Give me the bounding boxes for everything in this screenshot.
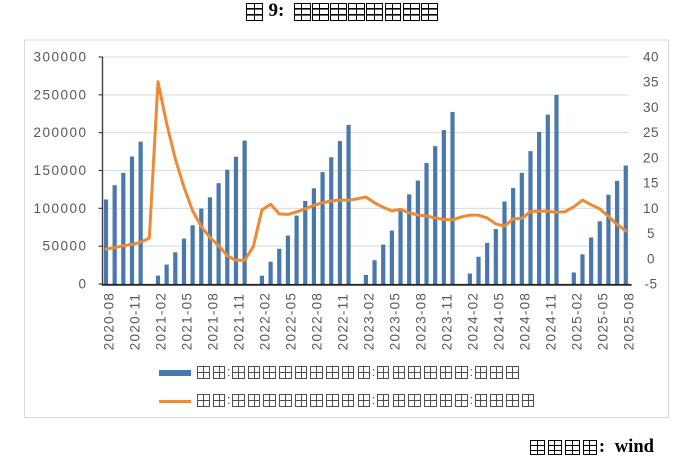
svg-text:2022-02: 2022-02	[257, 292, 272, 350]
svg-text:2022-05: 2022-05	[283, 292, 298, 350]
svg-text:2023-11: 2023-11	[439, 293, 454, 350]
svg-text:0: 0	[78, 277, 87, 292]
svg-text:2024-05: 2024-05	[491, 292, 506, 350]
svg-text:2024-08: 2024-08	[517, 292, 532, 350]
svg-text:10: 10	[643, 201, 659, 216]
svg-text:2022-08: 2022-08	[309, 292, 324, 350]
svg-text:300000: 300000	[33, 50, 87, 65]
svg-text:2021-11: 2021-11	[231, 293, 246, 350]
svg-text:15: 15	[643, 176, 659, 191]
svg-text:2022-11: 2022-11	[335, 293, 350, 350]
svg-text:30: 30	[643, 100, 659, 115]
svg-text:150000: 150000	[33, 163, 87, 178]
svg-text:2021-08: 2021-08	[205, 292, 220, 350]
svg-text:40: 40	[643, 50, 659, 65]
svg-text:25: 25	[643, 125, 659, 140]
svg-text:2021-05: 2021-05	[179, 292, 194, 350]
svg-text:0: 0	[647, 251, 655, 266]
svg-text:200000: 200000	[33, 125, 87, 140]
svg-text:250000: 250000	[33, 87, 87, 102]
svg-text:2023-05: 2023-05	[387, 292, 402, 350]
svg-text:2025-02: 2025-02	[569, 292, 584, 350]
svg-text:-5: -5	[644, 277, 657, 292]
svg-text:2025-08: 2025-08	[621, 292, 636, 350]
svg-text:2023-02: 2023-02	[361, 292, 376, 350]
svg-text:50000: 50000	[42, 239, 87, 254]
svg-text:2021-02: 2021-02	[153, 292, 168, 350]
svg-text:100000: 100000	[33, 201, 87, 216]
svg-text:2020-11: 2020-11	[127, 293, 142, 350]
svg-text:5: 5	[647, 226, 655, 241]
svg-text:2025-05: 2025-05	[595, 292, 610, 350]
svg-text:2024-11: 2024-11	[543, 293, 558, 350]
svg-text:20: 20	[643, 150, 659, 165]
svg-text:35: 35	[643, 75, 659, 90]
svg-text:2024-02: 2024-02	[465, 292, 480, 350]
svg-text:2020-08: 2020-08	[102, 292, 117, 350]
svg-text:2023-08: 2023-08	[413, 292, 428, 350]
